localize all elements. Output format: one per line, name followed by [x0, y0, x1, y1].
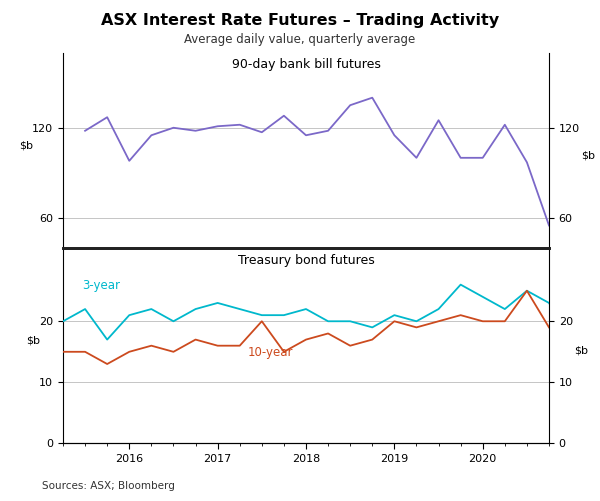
- Y-axis label: $b: $b: [581, 150, 595, 160]
- Y-axis label: $b: $b: [20, 140, 34, 150]
- Text: Average daily value, quarterly average: Average daily value, quarterly average: [184, 33, 416, 46]
- Text: 3-year: 3-year: [82, 279, 121, 292]
- Text: Sources: ASX; Bloomberg: Sources: ASX; Bloomberg: [42, 481, 175, 491]
- Text: ASX Interest Rate Futures – Trading Activity: ASX Interest Rate Futures – Trading Acti…: [101, 13, 499, 28]
- Text: Treasury bond futures: Treasury bond futures: [238, 254, 374, 267]
- Text: 90-day bank bill futures: 90-day bank bill futures: [232, 59, 380, 72]
- Y-axis label: $b: $b: [574, 346, 588, 356]
- Text: 10-year: 10-year: [248, 346, 293, 359]
- Y-axis label: $b: $b: [26, 336, 41, 346]
